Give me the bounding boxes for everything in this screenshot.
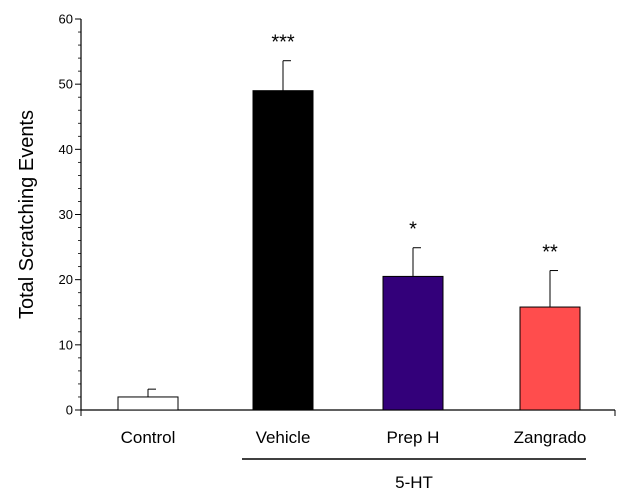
group-bracket-label: 5-HT	[395, 473, 433, 492]
bar-prep-h	[382, 275, 444, 411]
y-axis-title: Total Scratching Events	[16, 110, 38, 319]
y-tick-label: 40	[59, 142, 73, 157]
x-tick-label: Prep H	[387, 428, 440, 447]
error-bars	[147, 60, 558, 397]
bars	[117, 90, 581, 411]
y-tick-label: 50	[59, 77, 73, 92]
y-tick-label: 20	[59, 272, 73, 287]
bar-control	[117, 396, 179, 411]
y-tick-label: 30	[59, 207, 73, 222]
y-tick-label: 0	[66, 403, 73, 418]
y-tick-label: 60	[59, 12, 73, 27]
y-tick-label: 10	[59, 337, 73, 352]
y-axis: 0 10 20 30 40 50 60	[59, 12, 82, 418]
x-tick-label: Zangrado	[514, 428, 587, 447]
bar-zangrado	[519, 306, 581, 411]
x-tick-label: Control	[121, 428, 176, 447]
significance-markers: ******	[271, 32, 558, 264]
significance-marker: ***	[271, 32, 295, 54]
x-axis	[80, 409, 616, 416]
significance-marker: *	[409, 219, 417, 241]
bar-vehicle	[252, 90, 314, 411]
x-tick-label: Vehicle	[256, 428, 311, 447]
significance-marker: **	[542, 242, 558, 264]
category-labels: Control Vehicle Prep H Zangrado	[121, 428, 587, 447]
